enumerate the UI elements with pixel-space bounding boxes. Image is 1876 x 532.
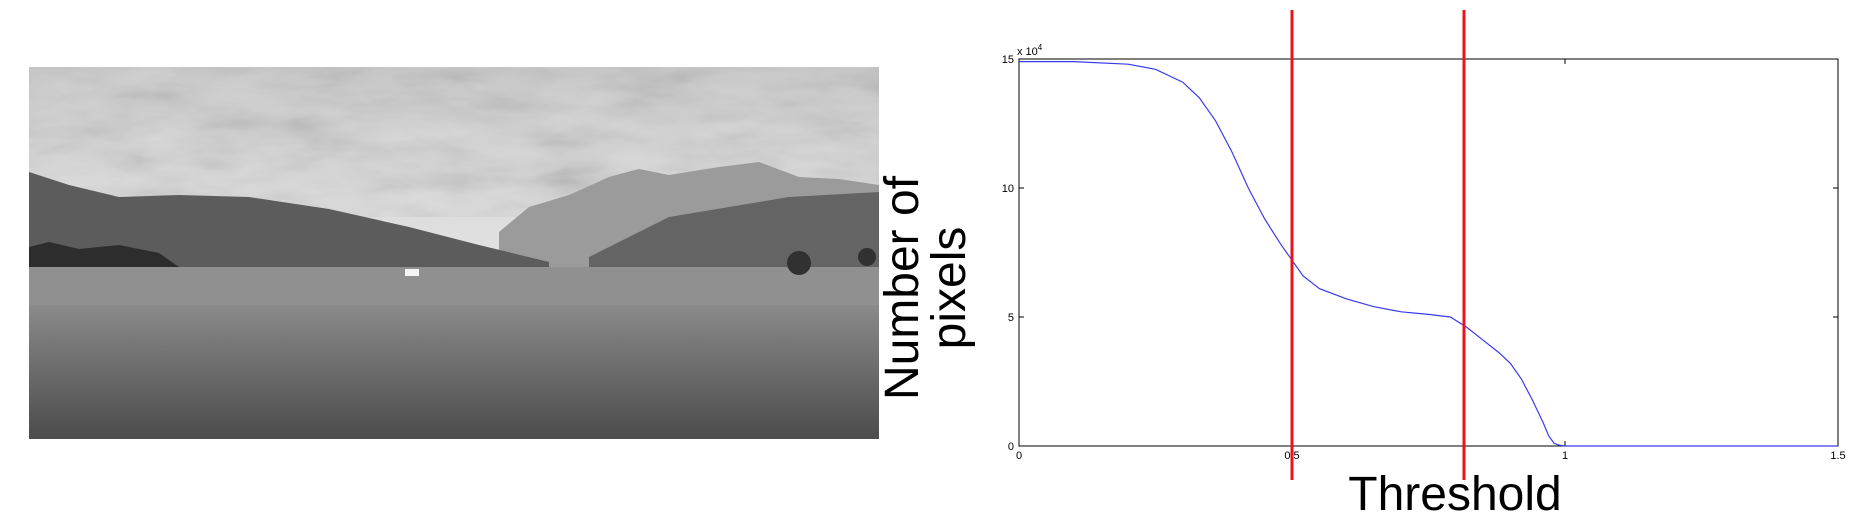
y-multiplier-exponent: 4 (1038, 43, 1043, 52)
y-axis-title-line-2: pixels (923, 227, 976, 350)
landscape-photo (29, 67, 879, 439)
plot-frame (1018, 58, 1839, 447)
x-tick-label: 1.5 (1830, 450, 1845, 462)
white-house (405, 269, 419, 276)
series-layer (1019, 61, 1838, 447)
lone-tree (787, 251, 811, 275)
y-axis-title-line-1: Number of (876, 175, 929, 400)
y-tick-label: 15 (1002, 54, 1014, 66)
y-tick-label: 5 (1008, 312, 1014, 324)
y-tick-label: 0 (1008, 441, 1014, 453)
series-line (1019, 61, 1838, 447)
grass-foreground (29, 305, 879, 439)
x-tick-label: 1 (1562, 450, 1568, 462)
threshold-markers (1290, 10, 1466, 480)
y-tick-label: 10 (1002, 183, 1014, 195)
bush (858, 248, 876, 266)
x-axis-title: Threshold (1348, 468, 1561, 521)
x-tick-label: 0 (1016, 450, 1022, 462)
y-multiplier: x 104 (1017, 43, 1043, 58)
